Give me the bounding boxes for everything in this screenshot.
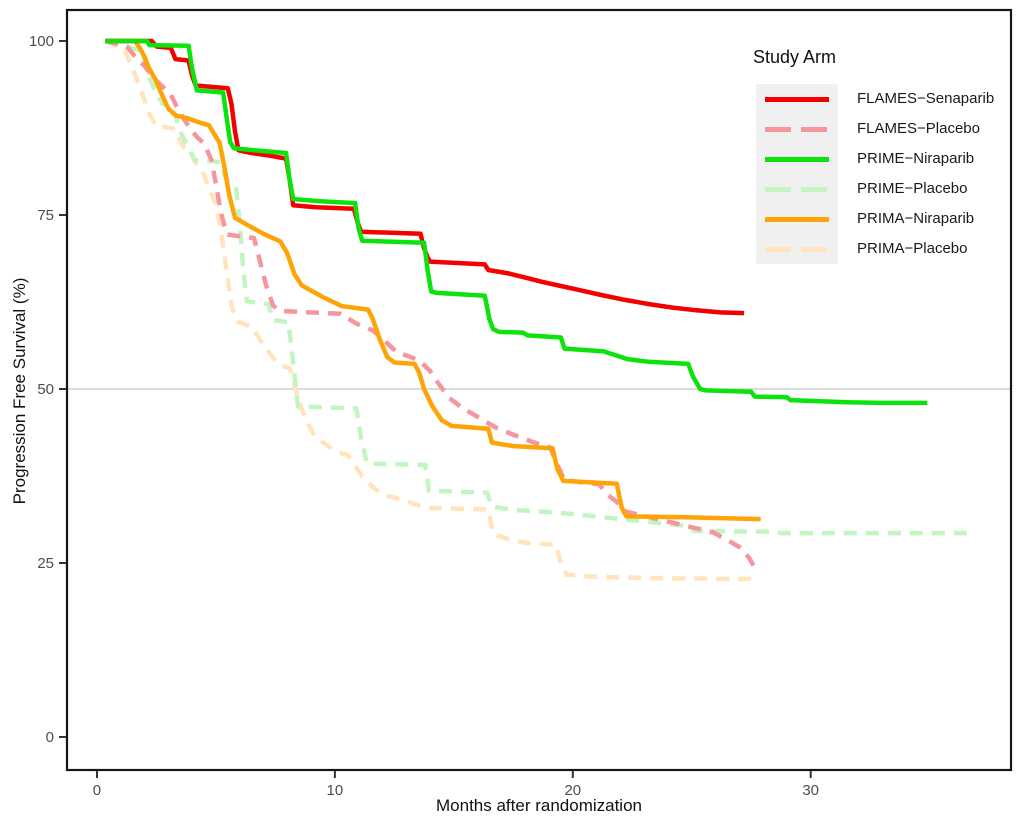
x-tick-label: 10 — [327, 782, 344, 799]
y-axis-title: Progression Free Survival (%) — [10, 277, 29, 505]
y-tick-label: 100 — [29, 33, 54, 50]
y-tick-label: 75 — [37, 207, 54, 224]
legend-item-label: FLAMES−Placebo — [857, 120, 980, 137]
y-tick-label: 0 — [46, 729, 54, 746]
y-tick-label: 25 — [37, 555, 54, 572]
legend-item-prime-placebo: PRIME−Placebo — [756, 174, 1010, 204]
legend-item-flames-senaparib: FLAMES−Senaparib — [756, 84, 1010, 114]
legend-dashed-line-swatch — [765, 126, 829, 132]
legend-solid-line-swatch — [765, 156, 829, 162]
legend-title: Study Arm — [753, 47, 837, 67]
legend-item-label: FLAMES−Senaparib — [857, 90, 995, 107]
panel-border — [65, 8, 1013, 772]
y-tick-label: 50 — [37, 381, 54, 398]
legend-item-label: PRIME−Niraparib — [857, 150, 975, 167]
series-curve-prime-placebo — [104, 38, 968, 536]
legend-item-label: PRIMA−Placebo — [857, 240, 968, 257]
legend-solid-line-swatch — [765, 216, 829, 222]
legend-key-background — [756, 84, 838, 264]
series-curve-prima-placebo — [104, 38, 752, 582]
legend-item-prima-niraparib: PRIMA−Niraparib — [756, 204, 1010, 234]
legend-item-prima-placebo: PRIMA−Placebo — [756, 234, 1010, 264]
legend-solid-line-swatch — [765, 96, 829, 102]
series-curve-flames-placebo — [104, 38, 763, 571]
x-tick-label: 30 — [802, 782, 819, 799]
legend-dashed-line-swatch — [765, 246, 829, 252]
legend-item-label: PRIME−Placebo — [857, 180, 968, 197]
legend-dashed-line-swatch — [765, 186, 829, 192]
series-curve-prime-niraparib — [105, 38, 928, 406]
x-tick-label: 0 — [93, 782, 101, 799]
legend-item-label: PRIMA−Niraparib — [857, 210, 975, 227]
series-curve-prima-niraparib — [105, 38, 761, 522]
legend-item-prime-niraparib: PRIME−Niraparib — [756, 144, 1010, 174]
series-curve-flames-senaparib — [105, 38, 745, 316]
x-tick-label: 20 — [564, 782, 581, 799]
legend-item-flames-placebo: FLAMES−Placebo — [756, 114, 1010, 144]
x-axis-title: Months after randomization — [436, 796, 642, 815]
